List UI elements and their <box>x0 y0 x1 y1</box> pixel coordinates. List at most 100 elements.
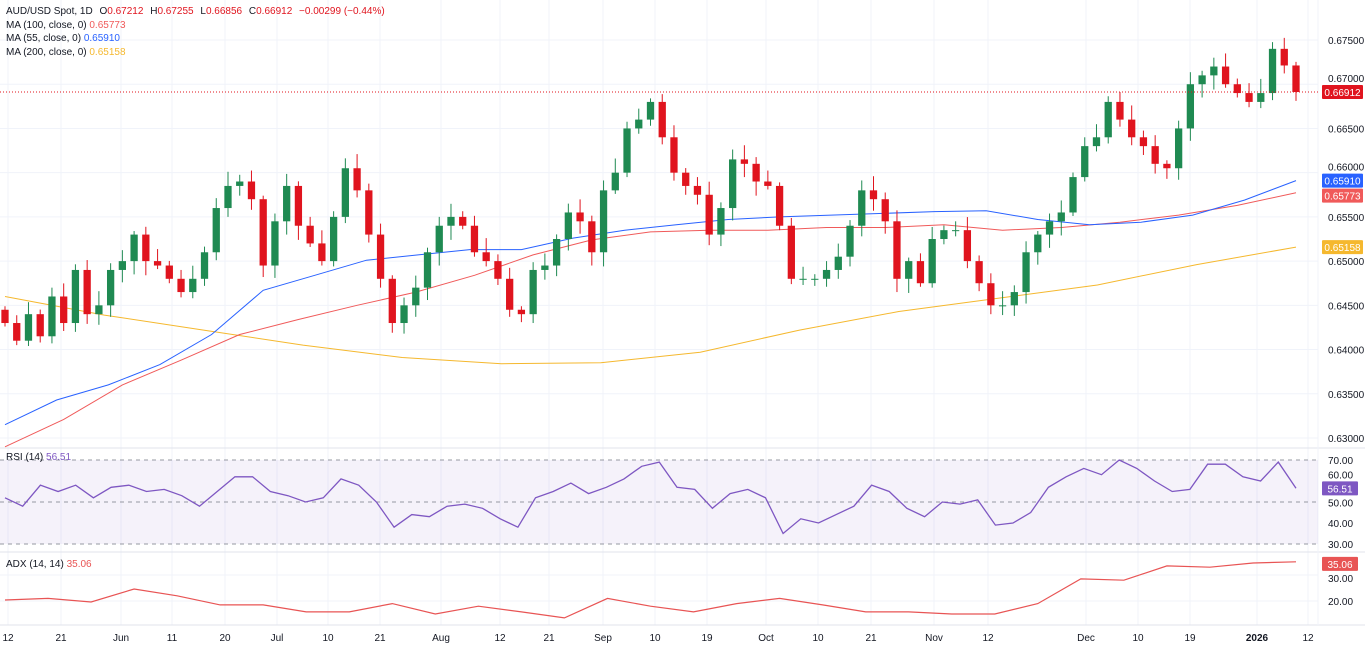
candle <box>541 253 549 280</box>
candle <box>658 94 666 145</box>
adx-value-text: 35.06 <box>1327 560 1352 571</box>
rsi-tick-label: 40.00 <box>1328 519 1353 530</box>
candle <box>834 243 842 279</box>
candle <box>822 261 831 287</box>
candle-body <box>682 172 690 186</box>
candle-body <box>329 216 338 262</box>
candle <box>459 211 467 230</box>
ma55-legend: MA (55, close, 0) 0.65910 <box>6 32 385 46</box>
candle <box>717 202 725 247</box>
candle-body <box>599 190 608 253</box>
candle-body <box>834 256 842 270</box>
candle-body <box>400 305 408 324</box>
candle-body <box>283 185 291 222</box>
candle <box>423 247 432 301</box>
x-tick-label: Nov <box>925 633 943 644</box>
y-tick-label: 0.65000 <box>1328 257 1365 268</box>
x-tick-label: 21 <box>55 633 67 644</box>
candle-body <box>341 168 349 217</box>
candle-body <box>470 225 479 253</box>
candle <box>1280 37 1288 74</box>
ma55-line <box>4 180 1297 426</box>
candle-body <box>799 278 807 280</box>
candle-body <box>1022 252 1030 293</box>
candle <box>482 238 490 267</box>
candle-body <box>881 199 889 222</box>
candle-body <box>1292 65 1300 93</box>
x-tick-label: 10 <box>322 633 334 644</box>
x-tick-label: 12 <box>494 633 506 644</box>
rsi-value-text: 56.51 <box>1327 484 1352 495</box>
candle <box>740 145 749 178</box>
rsi-legend-value: 56.51 <box>46 452 72 463</box>
ma55-label: MA (55, close, 0) <box>6 33 82 44</box>
candle <box>212 198 220 261</box>
y-tick-label: 0.63000 <box>1328 434 1365 445</box>
candle <box>494 254 502 285</box>
candle-body <box>963 230 972 262</box>
candle-body <box>893 221 901 279</box>
candle-body <box>1045 221 1054 235</box>
y-tick-label: 0.64000 <box>1328 346 1365 357</box>
price-label-badge <box>1322 85 1363 100</box>
candle <box>1268 42 1277 101</box>
y-tick-label: 0.64500 <box>1328 301 1365 312</box>
candle <box>552 234 561 277</box>
candle <box>811 274 819 286</box>
candle-body <box>165 265 173 279</box>
chart-legend: AUD/USD Spot, 1D O0.67212 H0.67255 L0.66… <box>6 5 385 59</box>
candle-body <box>1163 163 1171 169</box>
candle <box>83 260 91 324</box>
candle <box>1045 213 1054 248</box>
candle <box>599 180 608 267</box>
candle-body <box>916 261 925 284</box>
candle <box>787 217 795 285</box>
candle-body <box>48 296 56 337</box>
candle <box>1221 53 1230 88</box>
rsi-value-badge <box>1322 481 1358 496</box>
candle-body <box>1092 137 1101 147</box>
candle <box>1174 120 1183 180</box>
y-tick-label: 0.65500 <box>1328 213 1365 224</box>
change-value: −0.00299 (−0.44%) <box>299 6 385 17</box>
candle-body <box>611 172 619 191</box>
candle-body <box>1210 66 1218 76</box>
candle-body <box>846 225 854 257</box>
candle-body <box>447 216 455 226</box>
x-tick-label: 10 <box>1132 633 1144 644</box>
candle <box>646 98 655 126</box>
candle <box>1104 96 1112 144</box>
candle <box>635 108 643 134</box>
candle <box>236 174 244 196</box>
candle <box>764 170 772 190</box>
candle-body <box>576 212 584 222</box>
candle-body <box>153 261 162 266</box>
candle-body <box>940 230 948 239</box>
candle-body <box>1057 212 1065 222</box>
candle <box>963 217 972 269</box>
candle <box>564 203 572 251</box>
candle-body <box>423 252 432 288</box>
candle <box>987 273 995 315</box>
candle-body <box>142 234 150 262</box>
candle-body <box>212 208 220 253</box>
candle <box>36 309 44 343</box>
candle-body <box>306 225 314 244</box>
candle-body <box>247 181 256 200</box>
candle-body <box>60 296 68 324</box>
candle <box>752 157 760 196</box>
candle <box>1057 200 1065 236</box>
candle <box>1022 241 1030 304</box>
x-tick-label: Oct <box>758 633 774 644</box>
ma100-label: MA (100, close, 0) <box>6 19 87 31</box>
candle <box>729 149 737 221</box>
x-tick-label: 12 <box>2 633 14 644</box>
ma200-label: MA (200, close, 0) <box>6 46 87 58</box>
adx-line <box>4 561 1297 619</box>
candle <box>259 195 267 278</box>
open-label: O <box>99 6 108 17</box>
candle <box>189 265 197 299</box>
candle <box>506 267 514 317</box>
candle-body <box>787 225 795 279</box>
